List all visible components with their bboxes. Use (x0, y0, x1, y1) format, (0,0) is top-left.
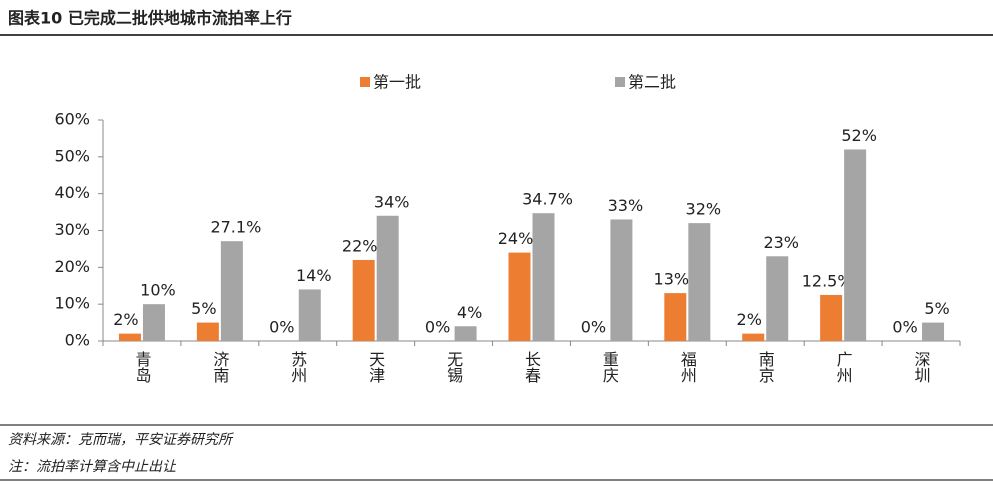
value-label: 10% (140, 281, 176, 300)
value-label: 23% (763, 233, 799, 252)
bar (352, 259, 375, 341)
value-label: 32% (686, 200, 722, 219)
bar (454, 326, 477, 341)
value-label: 34% (374, 192, 410, 211)
bar (118, 333, 141, 341)
bar (766, 256, 789, 341)
value-label: 5% (924, 299, 949, 318)
value-label: 34.7% (522, 190, 573, 209)
bar (142, 304, 165, 341)
bar (688, 223, 711, 341)
x-tick-label: 天津 (366, 351, 385, 383)
value-label: 2% (113, 310, 138, 329)
value-label: 14% (296, 266, 332, 285)
legend-label: 第一批 (373, 73, 421, 92)
value-label: 12.5% (802, 271, 853, 290)
y-tick-label: 30% (54, 220, 90, 239)
bar (376, 215, 399, 341)
chart-title: 图表10 已完成二批供地城市流拍率上行 (8, 9, 292, 28)
y-tick-label: 50% (54, 146, 90, 165)
value-label: 0% (581, 318, 606, 337)
y-tick-label: 60% (54, 110, 90, 129)
x-tick-label: 南京 (756, 351, 775, 384)
value-label: 0% (892, 318, 917, 337)
bar (922, 322, 945, 341)
x-tick-label: 济南 (210, 351, 229, 383)
y-tick-label: 20% (54, 257, 90, 276)
value-label: 52% (841, 126, 877, 145)
bar (196, 322, 219, 341)
x-tick-label: 青岛 (132, 351, 151, 384)
value-label: 2% (737, 310, 762, 329)
y-tick-label: 40% (54, 183, 90, 202)
bar (820, 294, 843, 341)
bar (508, 252, 531, 341)
value-label: 22% (342, 236, 378, 255)
bar (742, 333, 765, 341)
note: 注：流拍率计算含中止出让 (8, 459, 177, 475)
value-label: 13% (654, 270, 690, 289)
bar (220, 241, 243, 341)
bar (610, 219, 633, 341)
value-label: 24% (498, 229, 534, 248)
x-tick-label: 重庆 (600, 351, 619, 383)
value-label: 0% (269, 318, 294, 337)
bar (298, 289, 321, 341)
value-label: 4% (457, 303, 482, 322)
legend-swatch (615, 77, 625, 87)
legend-swatch (360, 77, 370, 87)
x-tick-label: 长春 (522, 351, 541, 383)
bar (664, 293, 687, 341)
x-tick-label: 广州 (834, 351, 853, 383)
value-label: 27.1% (210, 218, 261, 237)
x-tick-label: 深圳 (912, 351, 931, 383)
value-label: 33% (608, 196, 644, 215)
legend-label: 第二批 (628, 73, 676, 92)
x-tick-label: 苏州 (288, 351, 307, 383)
y-tick-label: 10% (54, 294, 90, 313)
x-tick-label: 无锡 (444, 351, 463, 384)
y-tick-label: 0% (65, 331, 90, 350)
source: 资料来源：克而瑞，平安证券研究所 (8, 432, 234, 448)
bar (844, 149, 867, 341)
x-tick-label: 福州 (678, 351, 697, 383)
value-label: 0% (425, 318, 450, 337)
value-label: 5% (191, 299, 216, 318)
bar (532, 213, 555, 341)
